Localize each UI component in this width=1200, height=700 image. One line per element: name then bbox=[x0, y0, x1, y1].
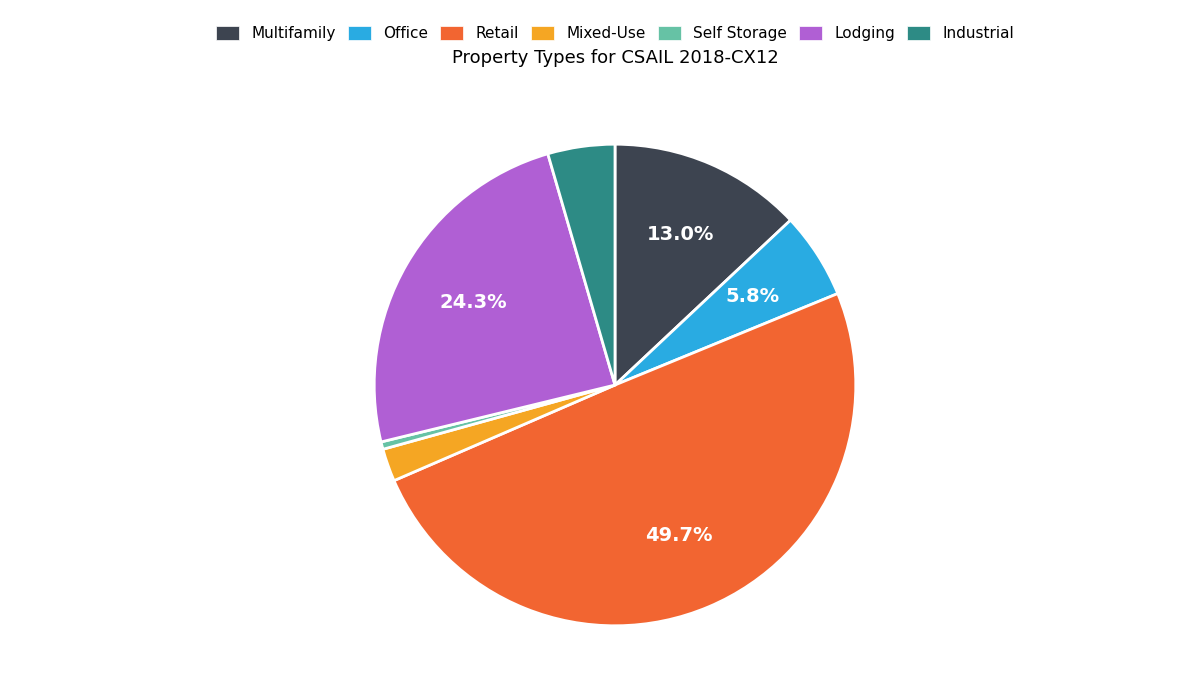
Text: 13.0%: 13.0% bbox=[647, 225, 714, 244]
Wedge shape bbox=[548, 144, 616, 385]
Wedge shape bbox=[616, 220, 838, 385]
Wedge shape bbox=[382, 385, 616, 449]
Wedge shape bbox=[374, 154, 616, 442]
Wedge shape bbox=[614, 144, 791, 385]
Text: 24.3%: 24.3% bbox=[439, 293, 508, 312]
Wedge shape bbox=[394, 293, 856, 626]
Text: 49.7%: 49.7% bbox=[644, 526, 713, 545]
Text: 5.8%: 5.8% bbox=[726, 287, 780, 306]
Title: Property Types for CSAIL 2018-CX12: Property Types for CSAIL 2018-CX12 bbox=[451, 49, 779, 67]
Legend: Multifamily, Office, Retail, Mixed-Use, Self Storage, Lodging, Industrial: Multifamily, Office, Retail, Mixed-Use, … bbox=[210, 20, 1020, 47]
Wedge shape bbox=[383, 385, 616, 481]
